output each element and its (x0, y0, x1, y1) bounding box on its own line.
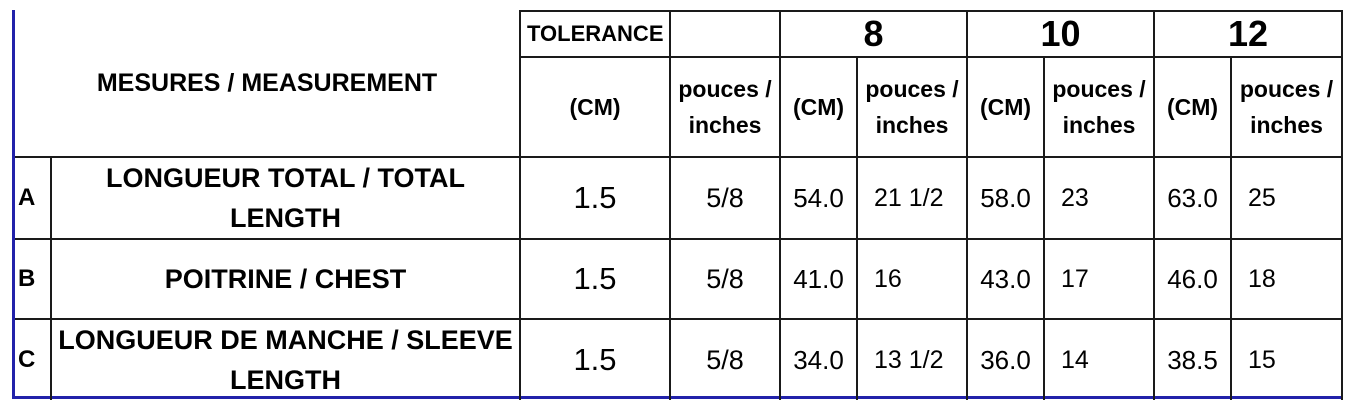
measurement-header: MESURES / MEASUREMENT (15, 11, 521, 158)
size-chart-sheet: MESURES / MEASUREMENT TOLERANCE 8 10 12 … (12, 10, 1344, 400)
size-12-cm-value: 38.5 (1153, 318, 1233, 400)
size-10-cm-header: (CM) (966, 56, 1045, 158)
size-10-inches-value: 23 (1043, 156, 1156, 240)
size-8-inches-value: 13 1/2 (856, 318, 968, 400)
size-10-inches-value: 17 (1043, 238, 1156, 320)
tolerance-inches-value: 5/8 (669, 238, 781, 320)
size-12-cm-value: 63.0 (1153, 156, 1233, 240)
size-chart-table: MESURES / MEASUREMENT TOLERANCE 8 10 12 … (15, 10, 1344, 400)
row-label: LONGUEUR TOTAL / TOTAL LENGTH (50, 156, 521, 240)
size-12-inches-value: 15 (1230, 318, 1344, 400)
tolerance-cm-value: 1.5 (519, 156, 671, 240)
size-10-cm-value: 43.0 (966, 238, 1045, 320)
size-8-cm-value: 34.0 (779, 318, 858, 400)
row-letter: A (15, 156, 52, 240)
row-letter: B (15, 238, 52, 320)
size-12-header: 12 (1153, 10, 1344, 58)
size-10-inches-header: pouces / inches (1043, 56, 1156, 158)
header-row-sizes: MESURES / MEASUREMENT TOLERANCE 8 10 12 (15, 10, 1344, 158)
size-8-cm-value: 41.0 (779, 238, 858, 320)
size-10-header: 10 (965, 10, 1156, 58)
size-12-inches-header: pouces / inches (1230, 56, 1344, 158)
size-12-cm-header: (CM) (1153, 56, 1233, 158)
table-row: B POITRINE / CHEST 1.5 5/8 41.0 16 43.0 … (15, 238, 1344, 320)
tolerance-inches-value: 5/8 (669, 156, 781, 240)
size-8-header: 8 (779, 10, 968, 58)
size-8-cm-value: 54.0 (779, 156, 858, 240)
row-label: POITRINE / CHEST (50, 238, 521, 320)
size-8-inches-value: 16 (856, 238, 968, 320)
size-8-inches-header: pouces / inches (856, 56, 968, 158)
tolerance-cm-header: (CM) (519, 56, 671, 158)
tolerance-inches-value: 5/8 (669, 318, 781, 400)
row-label: LONGUEUR DE MANCHE / SLEEVE LENGTH (50, 318, 521, 400)
tolerance-cm-value: 1.5 (519, 238, 671, 320)
size-10-cm-value: 58.0 (966, 156, 1045, 240)
size-12-cm-value: 46.0 (1153, 238, 1233, 320)
size-8-inches-value: 21 1/2 (856, 156, 968, 240)
table-row: A LONGUEUR TOTAL / TOTAL LENGTH 1.5 5/8 … (15, 156, 1344, 240)
tolerance-cm-value: 1.5 (519, 318, 671, 400)
tolerance-inches-header: pouces / inches (669, 56, 781, 158)
size-10-cm-value: 36.0 (966, 318, 1045, 400)
size-12-inches-value: 25 (1230, 156, 1344, 240)
header-row-units: (CM) pouces / inches (CM) pouces / inche… (15, 56, 1344, 158)
size-10-inches-value: 14 (1043, 318, 1156, 400)
table-row: C LONGUEUR DE MANCHE / SLEEVE LENGTH 1.5… (15, 318, 1344, 400)
size-12-inches-value: 18 (1230, 238, 1344, 320)
tolerance-header-blank (669, 10, 781, 58)
tolerance-header: TOLERANCE (519, 10, 671, 58)
row-letter: C (15, 318, 52, 400)
size-8-cm-header: (CM) (779, 56, 858, 158)
